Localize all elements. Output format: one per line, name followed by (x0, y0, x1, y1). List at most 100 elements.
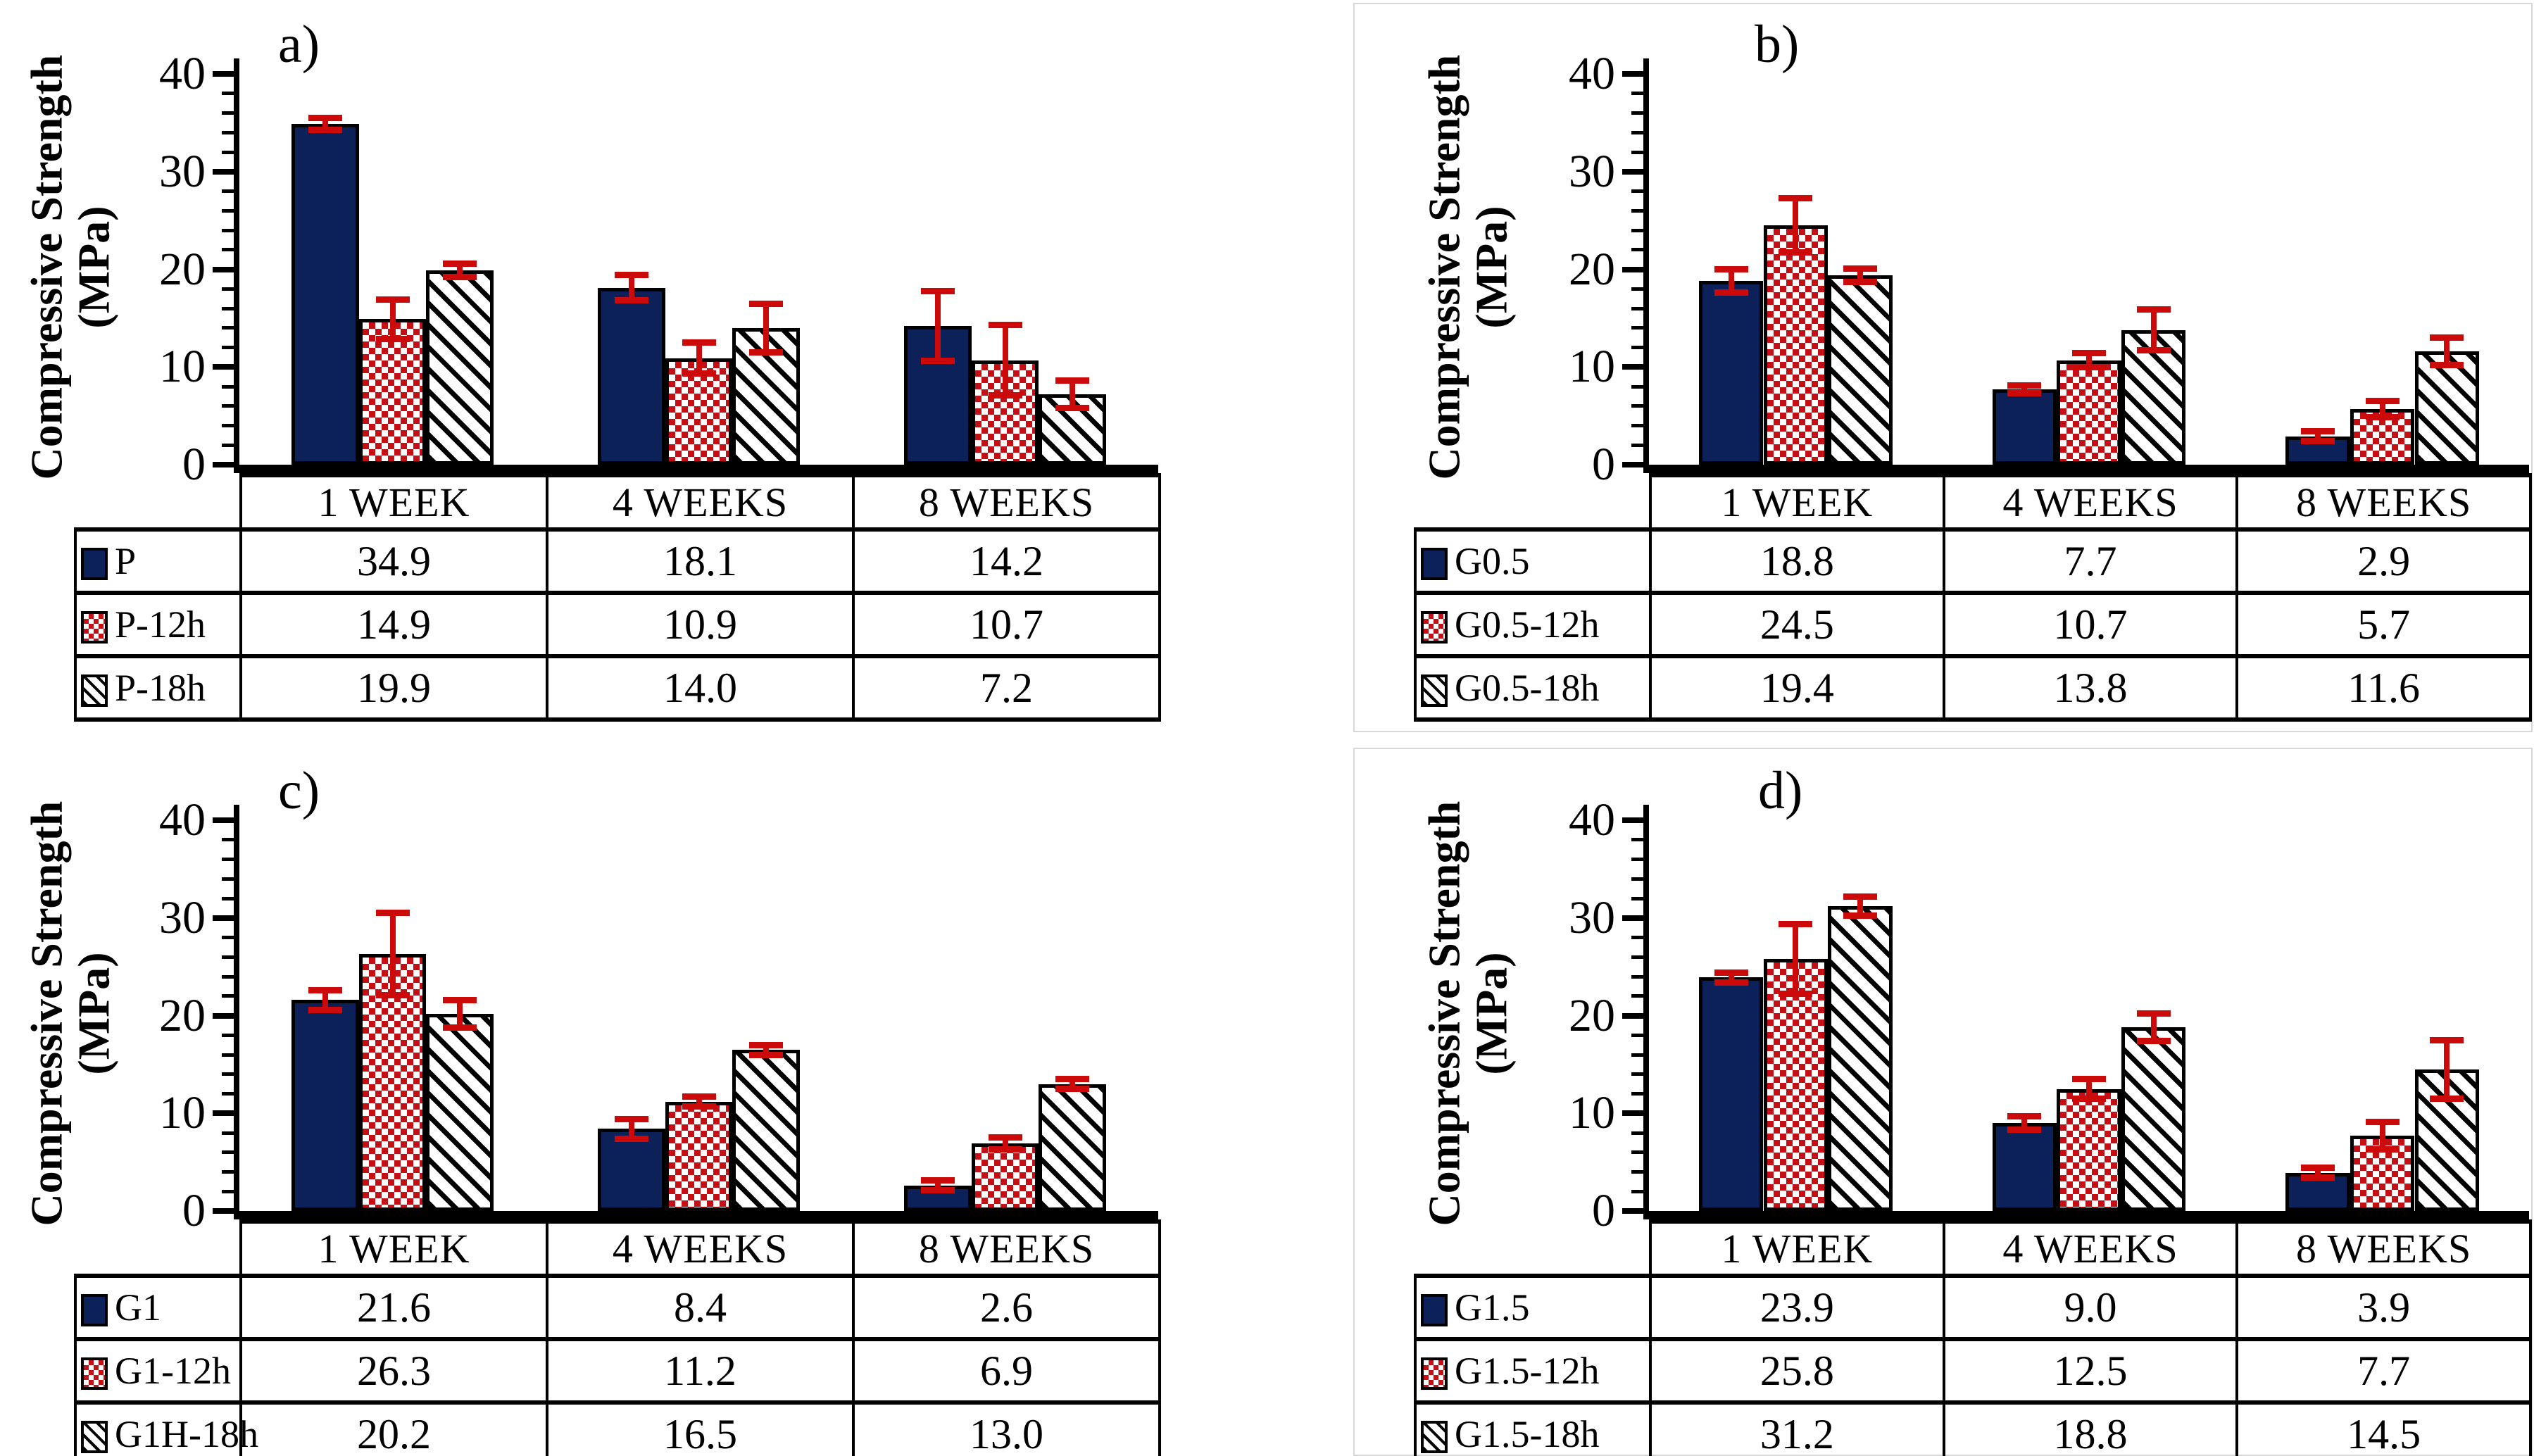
error-bar-cap-bottom (920, 358, 955, 365)
data-table: 1 WEEK 4 WEEKS 8 WEEKS G1 21.6 8.4 2.6 G1-12h 26… (74, 1219, 1161, 1456)
y-tick-major (213, 1208, 234, 1214)
table-value-cell: 34.9 (239, 527, 548, 595)
error-bar-stem (696, 342, 702, 374)
table-row: P-18h 19.9 14.0 7.2 (74, 654, 1161, 722)
y-tick-major (1622, 1208, 1643, 1214)
y-tick-minor (1631, 1150, 1643, 1155)
bar-g1-5-18h-1-week (1828, 906, 1893, 1211)
y-tick-label: 40 (1569, 48, 1615, 99)
table-value-cell: 21.6 (239, 1274, 548, 1341)
y-tick-minor (1631, 1072, 1643, 1077)
y-tick-minor (222, 994, 234, 998)
error-bar-cap-top (375, 296, 410, 303)
y-tick-minor (222, 896, 234, 900)
error-bar-stem (934, 291, 941, 361)
legend-swatch-checker (81, 1357, 108, 1390)
error-bar-cap-bottom (749, 1051, 784, 1058)
error-bar-stem (1793, 198, 1799, 253)
error-bar-stem (457, 1000, 463, 1028)
y-tick-major (213, 1110, 234, 1117)
y-tick-label: 0 (1592, 1185, 1615, 1236)
error-bar-cap-bottom (2365, 1146, 2400, 1153)
panel-letter: d) (1758, 761, 1803, 820)
y-tick-minor (222, 955, 234, 959)
y-tick-minor (222, 1170, 234, 1174)
y-tick-label: 10 (1569, 1087, 1615, 1139)
error-bar-cap-bottom (1843, 279, 1877, 286)
y-axis (1643, 58, 1649, 465)
series-label-cell: G1 (74, 1274, 242, 1341)
error-bar-cap-top (2136, 1010, 2171, 1017)
y-tick-major (1622, 817, 1643, 823)
y-tick-minor (1631, 287, 1643, 291)
table-header-cell: 8 WEEKS (2235, 473, 2532, 532)
y-tick-minor (222, 92, 234, 96)
error-bar-cap-top (682, 1093, 716, 1100)
y-tick-label: 30 (1569, 145, 1615, 197)
error-bar-stem (934, 1180, 941, 1191)
table-header-cell: 1 WEEK (239, 473, 548, 532)
series-label-cell: G1.5-12h (1414, 1337, 1652, 1405)
y-tick-minor (1631, 838, 1643, 842)
y-tick-minor (222, 287, 234, 291)
y-tick-minor (1631, 326, 1643, 330)
error-bar-cap-top (2072, 1076, 2106, 1083)
error-bar-cap-top (308, 114, 342, 121)
error-bar-cap-top (2007, 1112, 2042, 1119)
y-tick-minor (222, 306, 234, 310)
table-value-cell: 2.9 (2235, 527, 2532, 595)
table-header-cell: 4 WEEKS (546, 1219, 855, 1278)
y-tick-label: 0 (182, 439, 206, 490)
error-bar-stem (1002, 325, 1008, 396)
error-bar-cap-top (2365, 1119, 2400, 1126)
y-axis-label-line1: Compressive Strength (1419, 801, 1469, 1226)
y-tick-minor (222, 150, 234, 154)
error-bar-stem (1857, 268, 1863, 282)
y-tick-minor (222, 424, 234, 427)
table-value-cell: 5.7 (2235, 591, 2532, 658)
error-bar-cap-top (1714, 969, 1748, 976)
table-value-cell: 9.0 (1942, 1274, 2239, 1341)
legend-swatch-hatch (1421, 674, 1448, 707)
y-tick-minor (1631, 150, 1643, 154)
error-bar-cap-bottom (443, 1024, 477, 1031)
y-tick-major (213, 915, 234, 921)
series-label-cell: G1-12h (74, 1337, 242, 1405)
error-bar-cap-bottom (375, 991, 410, 998)
error-bar-cap-bottom (1843, 912, 1877, 920)
table-row: G1.5-18h 31.2 18.8 14.5 (1414, 1400, 2532, 1456)
legend-swatch-navy (81, 1293, 108, 1326)
y-axis (234, 58, 239, 465)
x-axis (1643, 465, 2529, 473)
y-tick-minor (1631, 955, 1643, 959)
legend-swatch-navy (1421, 547, 1448, 580)
error-bar-cap-bottom (1055, 1086, 1090, 1093)
y-tick-label: 20 (1569, 243, 1615, 295)
table-header-cell: 8 WEEKS (852, 1219, 1161, 1278)
y-tick-minor (1631, 443, 1643, 447)
bar-g1-5-1-week (1698, 977, 1764, 1211)
y-tick-label: 20 (159, 989, 206, 1041)
table-header-row: 1 WEEK 4 WEEKS 8 WEEKS (1415, 473, 2532, 532)
error-bar-stem (322, 990, 328, 1010)
error-bar-cap-top (443, 996, 477, 1003)
error-bar-stem (2379, 1122, 2385, 1150)
y-axis-label: Compressive Strength (MPa) (1419, 732, 1516, 1295)
y-tick-label: 30 (159, 145, 206, 197)
series-label: G0.5-12h (1455, 603, 1600, 646)
error-bar-cap-top (2365, 398, 2400, 405)
y-tick-major (213, 266, 234, 272)
table-value-cell: 19.4 (1649, 654, 1945, 722)
y-tick-minor (1631, 306, 1643, 310)
error-bar-cap-top (682, 339, 716, 346)
y-tick-major (1622, 1012, 1643, 1019)
y-tick-minor (1631, 189, 1643, 193)
y-tick-minor (222, 1092, 234, 1096)
error-bar-cap-top (2301, 428, 2335, 435)
table-value-cell: 14.2 (852, 527, 1161, 595)
error-bar-stem (2444, 1040, 2450, 1099)
y-tick-label: 40 (1569, 794, 1615, 846)
bar-g0-5-1-week (1698, 281, 1764, 465)
